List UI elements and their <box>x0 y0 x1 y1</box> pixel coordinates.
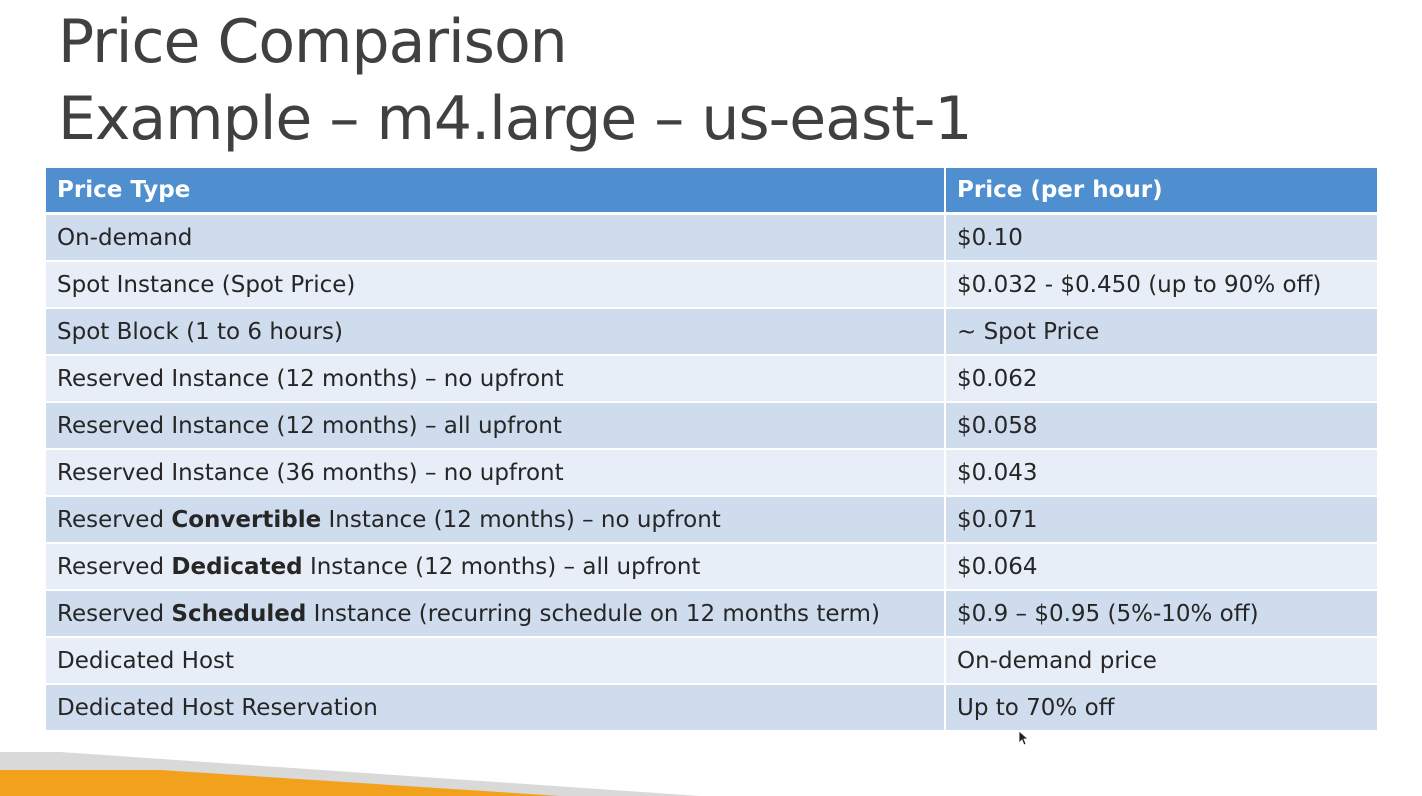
price-cell: ~ Spot Price <box>945 308 1377 356</box>
table-row: Dedicated Host On-demand price <box>46 637 1377 685</box>
price-comparison-table: Price Type Price (per hour) On-demand $0… <box>46 168 1377 732</box>
price-cell: $0.062 <box>945 355 1377 403</box>
price-type-cell: Dedicated Host <box>46 637 946 685</box>
price-cell: $0.043 <box>945 449 1377 497</box>
price-type-text: Spot Instance (Spot Price) <box>57 271 356 298</box>
price-type-cell: Reserved Instance (36 months) – no upfro… <box>46 449 946 497</box>
price-type-cell: Reserved Instance (12 months) – all upfr… <box>46 402 946 450</box>
price-cell: $0.9 – $0.95 (5%-10% off) <box>945 590 1377 638</box>
table-row: Reserved Instance (12 months) – all upfr… <box>46 402 1377 450</box>
price-type-text: Instance (recurring schedule on 12 month… <box>306 600 880 627</box>
price-type-emphasis: Convertible <box>171 506 322 533</box>
price-type-text: Reserved <box>57 506 172 533</box>
price-type-emphasis: Scheduled <box>171 600 307 627</box>
price-cell: $0.10 <box>945 213 1377 262</box>
price-type-text: Spot Block (1 to 6 hours) <box>57 318 344 345</box>
mouse-pointer-icon <box>1019 731 1029 746</box>
table-row: Spot Block (1 to 6 hours) ~ Spot Price <box>46 308 1377 356</box>
price-type-text: Instance (12 months) – no upfront <box>321 506 721 533</box>
table-header-row: Price Type Price (per hour) <box>46 168 1377 215</box>
slide-title-line-1: Price Comparison <box>58 7 568 77</box>
price-type-cell: Reserved Convertible Instance (12 months… <box>46 496 946 544</box>
table-row: Reserved Scheduled Instance (recurring s… <box>46 590 1377 638</box>
accent-orange-band <box>0 770 560 796</box>
price-type-cell: Reserved Dedicated Instance (12 months) … <box>46 543 946 591</box>
header-price-per-hour: Price (per hour) <box>945 168 1377 215</box>
slide-accent-stripe <box>0 752 700 796</box>
price-type-cell: Spot Instance (Spot Price) <box>46 261 946 309</box>
table-row: Spot Instance (Spot Price) $0.032 - $0.4… <box>46 261 1377 309</box>
price-type-cell: Dedicated Host Reservation <box>46 684 946 732</box>
table-row: On-demand $0.10 <box>46 213 1377 262</box>
price-cell: Up to 70% off <box>945 684 1377 732</box>
price-type-text: Dedicated Host <box>57 647 235 674</box>
price-cell: $0.058 <box>945 402 1377 450</box>
slide-title-line-2: Example – m4.large – us-east-1 <box>58 84 973 154</box>
price-type-text: Reserved Instance (12 months) – no upfro… <box>57 365 564 392</box>
price-cell: On-demand price <box>945 637 1377 685</box>
price-cell: $0.032 - $0.450 (up to 90% off) <box>945 261 1377 309</box>
price-cell: $0.071 <box>945 496 1377 544</box>
price-type-cell: Reserved Scheduled Instance (recurring s… <box>46 590 946 638</box>
table-row: Reserved Dedicated Instance (12 months) … <box>46 543 1377 591</box>
price-type-text: Instance (12 months) – all upfront <box>302 553 701 580</box>
price-type-cell: Reserved Instance (12 months) – no upfro… <box>46 355 946 403</box>
price-type-text: Reserved <box>57 553 172 580</box>
slide-title: Price Comparison Example – m4.large – us… <box>58 4 973 158</box>
price-type-cell: On-demand <box>46 213 946 262</box>
price-type-text: Reserved Instance (12 months) – all upfr… <box>57 412 562 439</box>
price-type-text: Dedicated Host Reservation <box>57 694 378 721</box>
price-type-text: On-demand <box>57 224 193 251</box>
price-type-text: Reserved Instance (36 months) – no upfro… <box>57 459 564 486</box>
table-row: Reserved Instance (36 months) – no upfro… <box>46 449 1377 497</box>
price-cell: $0.064 <box>945 543 1377 591</box>
price-type-cell: Spot Block (1 to 6 hours) <box>46 308 946 356</box>
table-row: Dedicated Host Reservation Up to 70% off <box>46 684 1377 732</box>
header-price-type: Price Type <box>46 168 946 215</box>
table-row: Reserved Instance (12 months) – no upfro… <box>46 355 1377 403</box>
table-row: Reserved Convertible Instance (12 months… <box>46 496 1377 544</box>
price-type-emphasis: Dedicated <box>171 553 303 580</box>
price-type-text: Reserved <box>57 600 172 627</box>
